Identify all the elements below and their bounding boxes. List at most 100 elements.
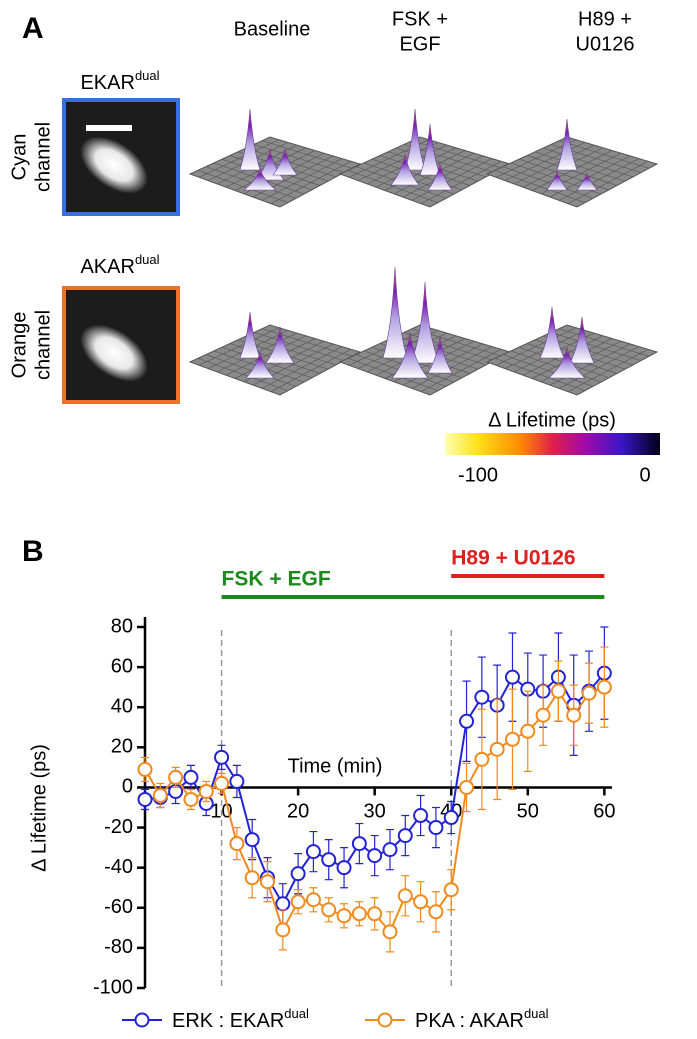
surface-peak: [548, 346, 586, 379]
surface-grid: [558, 140, 650, 169]
data-point: [535, 707, 551, 723]
surface-grid: [558, 328, 650, 357]
data-point: [290, 894, 306, 910]
cell-blob: [80, 136, 148, 194]
surface-peak: [245, 351, 275, 379]
colorbar-tick-label: -100: [458, 464, 498, 486]
surface-peak: [272, 148, 298, 176]
data-point: [244, 870, 260, 886]
surface-peak: [239, 108, 261, 171]
data-point: [428, 904, 444, 920]
surface-grid: [245, 147, 337, 178]
x-tick-label: 60: [593, 801, 615, 823]
data-point: [198, 783, 214, 799]
y-tick-label: 80: [111, 615, 133, 637]
data-point: [290, 866, 306, 882]
surface-grid: [253, 144, 345, 173]
legend-label-main: ERK : EKAR: [172, 1010, 284, 1032]
data-point: [351, 836, 367, 852]
surface-grid: [531, 150, 613, 191]
surface-grid: [558, 158, 640, 201]
data-point: [413, 808, 429, 824]
data-point: [520, 723, 536, 739]
sensor-label-superscript: dual: [135, 252, 160, 267]
cell-blob: [80, 324, 148, 382]
surface-peak: [419, 123, 441, 176]
data-point: [382, 842, 398, 858]
surface-grid: [534, 151, 626, 182]
surface-grid: [411, 158, 493, 201]
data-point: [566, 707, 582, 723]
data-point: [321, 902, 337, 918]
channel-label: Cyan: [8, 134, 30, 181]
surface-grid: [567, 160, 649, 205]
surface-peak: [265, 326, 295, 364]
x-tick-label: 30: [364, 801, 386, 823]
sensor-label-main: EKAR: [80, 72, 134, 94]
data-point: [152, 787, 168, 803]
data-point: [596, 679, 612, 695]
data-point: [504, 731, 520, 747]
legend-label: ERK : EKARdual: [172, 1006, 309, 1032]
data-point: [275, 896, 291, 912]
x-axis-title: Time (min): [288, 756, 383, 778]
column-header: H89 +: [578, 8, 632, 30]
channel-label: channel: [32, 122, 54, 192]
surface-grid: [542, 147, 634, 178]
data-point: [581, 685, 597, 701]
surface-peak: [427, 336, 453, 374]
channel-label: Orange: [8, 312, 30, 379]
data-point: [244, 832, 260, 848]
surface-grid: [411, 346, 493, 389]
data-point: [305, 844, 321, 860]
panel-label: A: [22, 12, 44, 45]
column-header: Baseline: [234, 18, 311, 40]
surface-peak: [569, 316, 595, 364]
data-point: [397, 888, 413, 904]
surface-grid: [550, 332, 642, 361]
data-point: [336, 908, 352, 924]
surface-grid: [261, 328, 353, 357]
colorbar-tick-label: 0: [639, 464, 650, 486]
data-point: [367, 848, 383, 864]
surface-grid: [558, 346, 640, 389]
legend-marker: [377, 1012, 393, 1028]
data-point: [489, 741, 505, 757]
surface-peak: [243, 167, 277, 191]
surface-peak: [390, 153, 420, 186]
data-point: [443, 810, 459, 826]
y-tick-label: 20: [111, 736, 133, 758]
data-point: [504, 669, 520, 685]
surface-peak: [556, 118, 578, 171]
surface-peak: [576, 173, 598, 191]
surface-peak: [404, 108, 426, 171]
channel-label: channel: [32, 310, 54, 380]
data-point: [382, 924, 398, 940]
surface-peak: [546, 171, 568, 191]
y-tick-label: -80: [104, 936, 133, 958]
legend-label: PKA : AKARdual: [415, 1006, 549, 1032]
column-header: EGF: [399, 33, 440, 55]
data-point: [550, 683, 566, 699]
surface-grid: [270, 348, 352, 393]
data-point: [168, 769, 184, 785]
colorbar-title: Δ Lifetime (ps): [488, 409, 616, 431]
y-tick-label: -20: [104, 816, 133, 838]
data-point: [351, 906, 367, 922]
data-point: [214, 775, 230, 791]
sensor-label-superscript: dual: [135, 68, 160, 83]
data-point: [229, 773, 245, 789]
surface-plane: [485, 136, 659, 208]
sensor-label-main: AKAR: [80, 256, 134, 278]
surface-peak: [391, 331, 429, 379]
surface-grid: [245, 335, 337, 366]
surface-grid: [261, 140, 353, 169]
data-point: [367, 906, 383, 922]
data-point: [137, 761, 153, 777]
treatment-label: H89 + U0126: [451, 547, 575, 570]
surface-peak: [427, 163, 453, 191]
y-axis-title: Δ Lifetime (ps): [28, 744, 50, 872]
data-point: [183, 791, 199, 807]
data-point: [428, 820, 444, 836]
data-point: [214, 749, 230, 765]
